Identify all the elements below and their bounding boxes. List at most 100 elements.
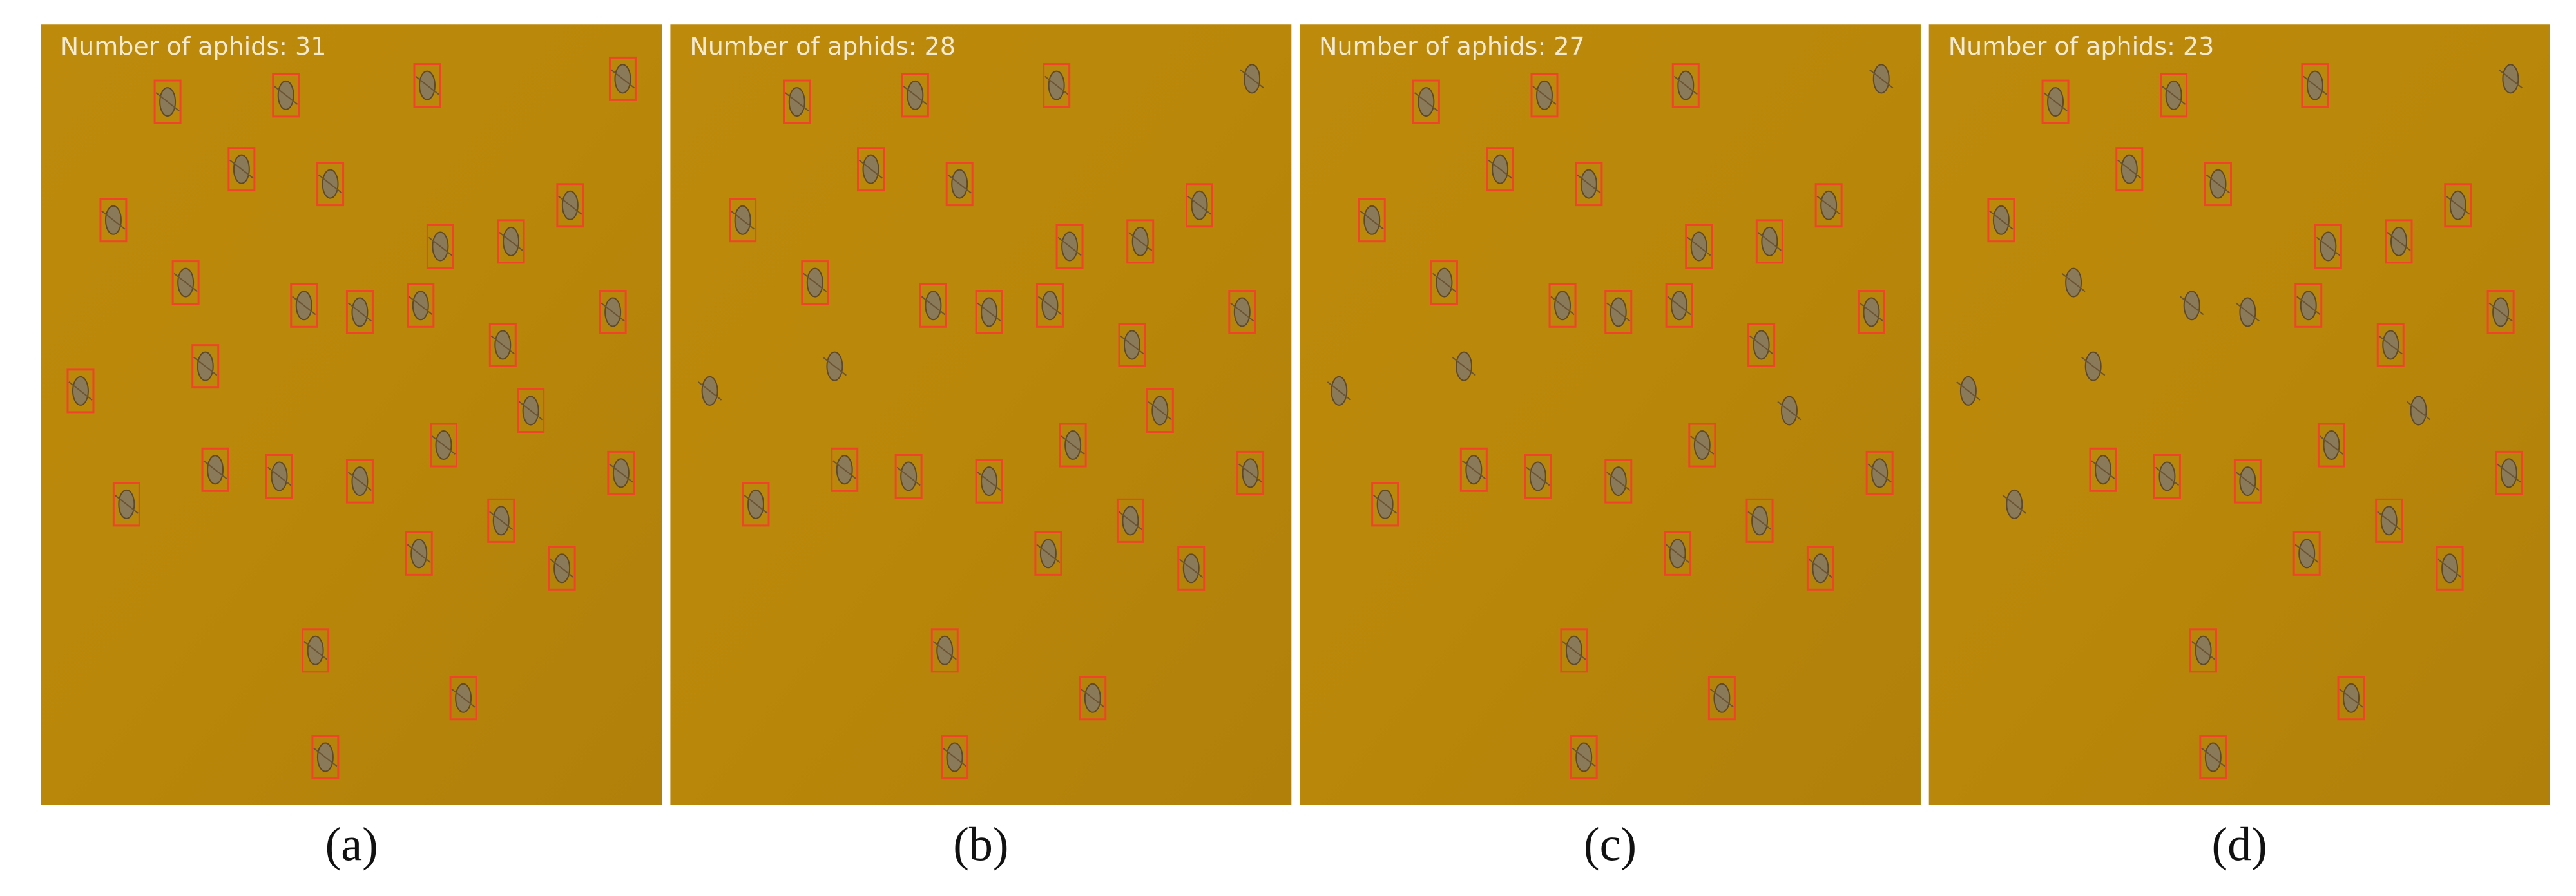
detection-box (1857, 290, 1885, 334)
aphid-leg (1360, 210, 1384, 230)
aphid-leg (610, 69, 635, 89)
detection-box (2204, 162, 2232, 207)
aphid-leg (229, 159, 254, 179)
detection-box (1755, 219, 1783, 264)
detection-box (1459, 447, 1488, 492)
detection-box (801, 260, 829, 305)
detection-box (1486, 147, 1514, 192)
aphid-leg (203, 460, 227, 480)
detection-box (1814, 183, 1843, 228)
aphid-leg (2488, 302, 2513, 322)
detection-box (1146, 388, 1174, 433)
aphid-leg (1187, 195, 1212, 215)
aphid-leg (1867, 463, 1892, 483)
aphid-leg (903, 86, 927, 105)
aphid-leg (519, 401, 543, 421)
detection-box (548, 546, 576, 591)
photo (1928, 24, 2550, 805)
detection-box (1747, 323, 1776, 367)
detection-box (191, 344, 220, 389)
detection-box (901, 73, 929, 118)
aphid-leg (1808, 558, 1833, 578)
detection-box (1043, 63, 1071, 108)
detection-box (919, 283, 947, 328)
detection-box (1575, 162, 1603, 207)
aphid-leg (1747, 511, 1772, 531)
aphid-count: Number of aphids: 27 (1319, 32, 1585, 61)
detection-box (2317, 423, 2345, 468)
aphid-leg (896, 466, 921, 486)
detection-box (1116, 498, 1144, 543)
aphid-leg (2303, 75, 2327, 95)
aphid-leg (173, 272, 198, 292)
aphid-leg (2191, 641, 2216, 660)
detection-box (2189, 628, 2218, 673)
aphid-leg (921, 296, 946, 316)
panel-label: (d) (2212, 818, 2267, 871)
aphid-leg (303, 641, 328, 660)
aphid-leg (1859, 302, 1884, 322)
detection-box (272, 73, 300, 118)
detection-box (430, 423, 457, 468)
detection-box (1745, 498, 1774, 543)
aphid-leg (347, 472, 372, 491)
aphid-leg (1956, 381, 1981, 401)
aphid-leg (2002, 495, 2026, 514)
detection-box (112, 482, 140, 527)
aphid-leg (1572, 747, 1596, 767)
aphid-leg (1989, 210, 2014, 230)
detection-box (1570, 735, 1598, 780)
aphid-leg (1240, 69, 1264, 89)
aphid-leg (550, 558, 574, 578)
detection-box (742, 482, 770, 527)
aphid-leg (1432, 272, 1457, 292)
aphid-leg (2180, 296, 2204, 316)
aphid-leg (451, 688, 476, 708)
aphid-leg (1081, 688, 1105, 708)
aphid-leg (1577, 174, 1601, 194)
detection-box (1177, 546, 1206, 591)
panel-label: (b) (953, 818, 1008, 871)
aphid-leg (2235, 472, 2260, 491)
detection-box (2199, 735, 2227, 780)
aphid-leg (2296, 296, 2321, 316)
detection-box (227, 147, 256, 192)
aphid-leg (114, 495, 139, 514)
detection-box (1524, 454, 1552, 499)
detection-box (2495, 450, 2523, 495)
aphid-leg (313, 747, 338, 767)
aphid-leg (1532, 86, 1557, 105)
aphid-leg (1037, 296, 1062, 316)
aphid-leg (2446, 195, 2470, 215)
detection-box (941, 735, 969, 780)
aphid-leg (68, 381, 93, 401)
detection-box (1035, 283, 1064, 328)
detection-box (2314, 224, 2342, 269)
aphid-leg (1562, 641, 1586, 660)
aphid-leg (2117, 159, 2142, 179)
aphid-leg (1118, 511, 1143, 531)
aphid-leg (1461, 460, 1486, 480)
detection-box (1126, 219, 1155, 264)
aphid-leg (490, 335, 515, 355)
aphid-leg (858, 159, 883, 179)
aphid-leg (2061, 272, 2086, 292)
panel-label: (c) (1584, 818, 1637, 871)
detection-box (2233, 459, 2262, 504)
detection-box (1186, 183, 1213, 228)
aphid-leg (1057, 236, 1082, 256)
aphid-leg (1327, 381, 1351, 401)
aphid-leg (1777, 401, 1802, 421)
panel: Number of aphids: 31 (41, 24, 662, 805)
aphid-leg (428, 236, 453, 256)
aphid-leg (1869, 69, 1894, 89)
detection-box (345, 459, 374, 504)
aphid-leg (1488, 159, 1512, 179)
aphid-leg (803, 272, 827, 292)
aphid-leg (2378, 335, 2403, 355)
detection-box (290, 283, 318, 328)
detection-box (2385, 219, 2413, 264)
aphid-leg (1120, 335, 1144, 355)
detection-box (2089, 447, 2117, 492)
detection-box (171, 260, 200, 305)
